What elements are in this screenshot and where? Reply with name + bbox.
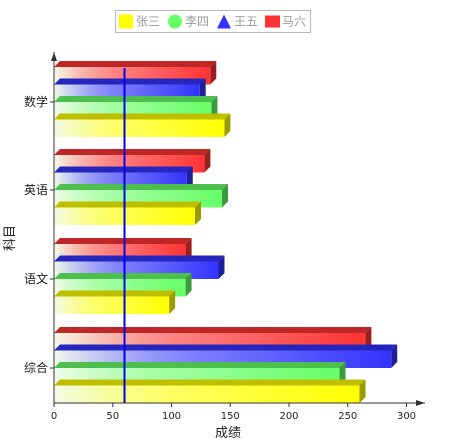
x-axis-title: 成绩 bbox=[215, 426, 241, 441]
x-tick-label: 150 bbox=[221, 411, 240, 422]
bar-top-face bbox=[54, 166, 193, 173]
x-tick-label: 200 bbox=[279, 411, 298, 422]
bar-side-face bbox=[222, 184, 229, 208]
y-tick-label: 综合 bbox=[24, 360, 48, 375]
legend-circle-icon bbox=[168, 14, 182, 29]
x-axis-arrow bbox=[416, 400, 425, 406]
bar-top-face bbox=[54, 96, 218, 102]
y-tick-label: 英语 bbox=[24, 183, 48, 197]
bar-top-face bbox=[54, 362, 346, 368]
bar-top-face bbox=[54, 238, 192, 244]
bar-top-face bbox=[54, 113, 231, 120]
bar-side-face bbox=[204, 149, 211, 173]
legend-frame bbox=[115, 10, 311, 33]
bar-side-face bbox=[218, 255, 225, 279]
bar bbox=[54, 113, 231, 137]
bar bbox=[54, 379, 366, 403]
y-tick-label: 数学 bbox=[24, 94, 48, 109]
bar-side-face bbox=[195, 201, 201, 225]
bar-top-face bbox=[54, 273, 192, 279]
x-tick-label: 0 bbox=[51, 411, 57, 422]
bar bbox=[54, 201, 201, 225]
legend-label: 张三 bbox=[136, 15, 160, 29]
legend-label: 王五 bbox=[234, 15, 258, 29]
bar-top-face bbox=[54, 78, 206, 85]
legend: 张三 李四 王五 马六 bbox=[119, 14, 306, 29]
x-tick-label: 50 bbox=[106, 411, 119, 422]
legend-label: 李四 bbox=[185, 14, 209, 29]
y-tick-label: 语文 bbox=[24, 271, 48, 286]
axes-layer: 0 50 100 150 200 250 300 综合 语文 英语 数学 bbox=[24, 52, 425, 422]
legend-triangle-icon bbox=[217, 14, 231, 29]
y-axis-title: 科目 bbox=[3, 225, 18, 251]
x-tick-label: 250 bbox=[338, 411, 357, 422]
bar-top-face bbox=[54, 344, 398, 351]
x-tick-label: 300 bbox=[397, 411, 416, 422]
bar-side-face bbox=[185, 273, 192, 297]
bar-top-face bbox=[54, 290, 176, 297]
bars-layer bbox=[54, 61, 398, 403]
bar-side-face bbox=[210, 61, 217, 85]
bar-side-face bbox=[169, 290, 176, 314]
bar-top-face bbox=[54, 61, 217, 67]
y-axis-arrow bbox=[51, 52, 57, 61]
bar-top-face bbox=[54, 184, 229, 190]
bar-side-face bbox=[224, 113, 231, 137]
legend-rect-icon bbox=[265, 15, 280, 28]
legend-square-icon bbox=[119, 14, 133, 29]
bar-top-face bbox=[54, 327, 372, 333]
legend-label: 马六 bbox=[282, 15, 306, 29]
bar-front-face bbox=[54, 296, 170, 314]
bar-top-face bbox=[54, 201, 201, 208]
bar-top-face bbox=[54, 255, 225, 262]
bar-front-face bbox=[54, 385, 360, 403]
bar-top-face bbox=[54, 149, 211, 155]
bar-side-face bbox=[391, 344, 398, 368]
bar-front-face bbox=[54, 119, 225, 137]
bar-top-face bbox=[54, 379, 366, 386]
bar-side-face bbox=[359, 379, 366, 403]
bar bbox=[54, 290, 176, 314]
x-tick-label: 100 bbox=[162, 411, 181, 422]
